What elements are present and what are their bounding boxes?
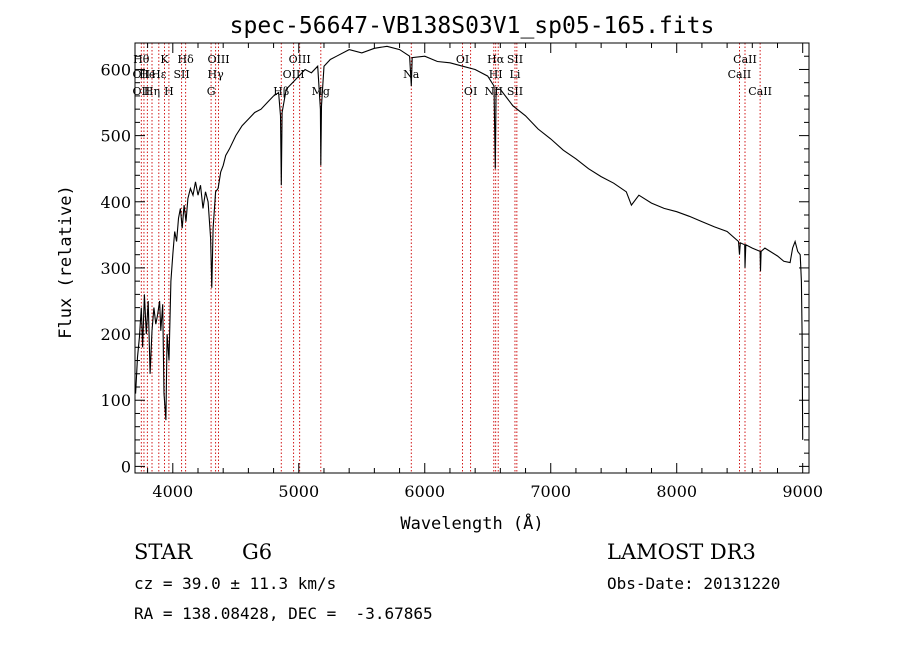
line-marker-label: OIII: [283, 68, 305, 81]
plot-frame: [134, 42, 810, 474]
line-marker-label: OI: [464, 85, 477, 98]
line-marker-label: He: [139, 68, 155, 81]
y-tick-label: 300: [100, 259, 131, 278]
ra-dec-coordinates: RA = 138.08428, DEC = -3.67865: [134, 604, 433, 623]
survey-name: LAMOST DR3: [607, 540, 756, 564]
line-marker-label: Hβ: [273, 85, 289, 98]
line-marker-label: SII: [173, 68, 189, 81]
flux-series-line: [135, 45, 804, 440]
line-marker-label: G: [207, 85, 216, 98]
observation-date: Obs-Date: 20131220: [607, 574, 781, 593]
line-marker-label: OII: [132, 85, 150, 98]
object-class: STAR: [134, 540, 193, 564]
line-marker-label: Hθ: [133, 53, 150, 66]
y-tick-label: 200: [100, 325, 131, 344]
line-marker-label: OII: [132, 68, 150, 81]
y-tick-label: 100: [100, 391, 131, 410]
y-tick-label: 600: [100, 60, 131, 79]
line-marker-label: CaII: [728, 68, 752, 81]
y-axis-label: Flux (relative): [56, 185, 76, 339]
line-marker-label: K: [160, 53, 169, 66]
line-marker-label: CaII: [748, 85, 772, 98]
chart-title: spec-56647-VB138S03V1_sp05-165.fits: [230, 13, 715, 39]
line-marker-label: Li: [510, 68, 521, 81]
line-marker-label: OI: [456, 53, 469, 66]
line-marker-label: Hα: [487, 53, 505, 66]
x-tick-label: 4000: [152, 482, 193, 501]
y-axis-ticks: 0 100 200 300 400 500 600: [100, 55, 809, 476]
line-marker-label: H: [164, 85, 174, 98]
line-marker-label: SII: [507, 53, 523, 66]
x-tick-label: 7000: [530, 482, 571, 501]
x-axis-label: Wavelength (Å): [400, 512, 543, 534]
object-subclass: G6: [242, 540, 273, 564]
line-marker-label: Mg: [312, 85, 330, 98]
x-tick-label: 9000: [782, 482, 823, 501]
x-axis-ticks: 4000 5000 6000 7000 8000 9000: [147, 43, 823, 501]
line-marker-label: SII: [507, 85, 523, 98]
x-tick-label: 6000: [404, 482, 445, 501]
y-tick-label: 500: [100, 127, 131, 146]
x-tick-label: 5000: [278, 482, 319, 501]
redshift-cz: cz = 39.0 ± 11.3 km/s: [134, 574, 337, 593]
line-marker-label: HI: [489, 68, 503, 81]
x-tick-label: 8000: [656, 482, 697, 501]
line-marker-label: OIII: [207, 53, 229, 66]
line-marker-label: Hδ: [178, 53, 195, 66]
line-marker-label: OIII: [289, 53, 311, 66]
line-marker-label: Hη: [144, 85, 160, 98]
y-tick-label: 400: [100, 193, 131, 212]
emission-line-markers: [140, 43, 761, 473]
line-marker-label: CaII: [733, 53, 757, 66]
line-marker-label: Hε: [151, 68, 167, 81]
line-marker-label: Hγ: [208, 68, 225, 81]
emission-line-labels: HθOIIOIIHeHηHεKHSIIHδGHγOIIIHβOIIIOIIIMg…: [132, 53, 772, 98]
y-tick-label: 0: [121, 457, 131, 476]
